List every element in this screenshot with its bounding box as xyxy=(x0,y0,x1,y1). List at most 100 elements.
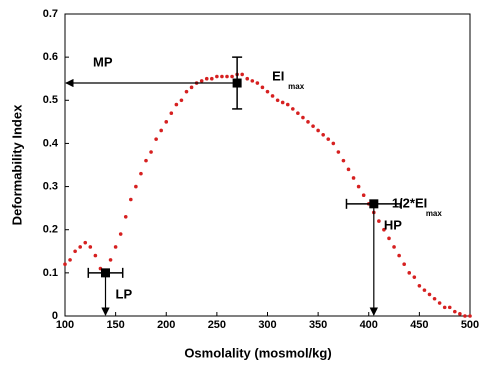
data-point xyxy=(387,236,391,241)
data-point xyxy=(63,262,67,267)
data-point xyxy=(351,176,356,180)
data-point xyxy=(468,314,472,318)
data-point xyxy=(463,314,467,318)
data-point xyxy=(230,74,234,79)
data-point xyxy=(326,137,331,141)
data-point xyxy=(204,76,209,81)
data-point xyxy=(336,150,341,154)
summary-marker xyxy=(369,199,379,209)
point-label: HP xyxy=(384,217,402,232)
data-point xyxy=(189,85,194,90)
y-tick-label: 0.3 xyxy=(43,180,58,192)
data-point xyxy=(397,253,401,258)
data-point xyxy=(392,245,396,249)
data-point xyxy=(331,141,336,146)
data-point xyxy=(417,284,422,288)
data-point xyxy=(144,158,148,163)
data-point xyxy=(118,232,123,236)
data-point xyxy=(316,128,320,133)
x-tick-label: 250 xyxy=(208,319,226,331)
data-point xyxy=(78,245,82,249)
data-point xyxy=(169,111,174,116)
data-point xyxy=(291,107,295,111)
point-label: MP xyxy=(93,54,113,69)
data-point xyxy=(113,245,118,249)
annotation-sub: max xyxy=(288,82,305,91)
x-tick-label: 150 xyxy=(106,319,124,331)
data-point xyxy=(68,258,72,262)
data-point xyxy=(422,288,427,292)
data-point xyxy=(240,72,244,77)
data-point xyxy=(159,128,163,133)
annotation-sub: max xyxy=(426,209,443,218)
data-point xyxy=(412,275,417,279)
data-point xyxy=(458,312,462,316)
data-point xyxy=(296,111,300,116)
data-point xyxy=(123,214,128,219)
data-point xyxy=(402,262,406,267)
x-tick-label: 300 xyxy=(258,319,276,331)
y-tick-label: 0.2 xyxy=(43,224,58,236)
data-point xyxy=(108,258,113,262)
x-tick-label: 200 xyxy=(157,319,175,331)
plot-frame xyxy=(64,13,471,317)
data-point xyxy=(220,74,224,79)
data-point xyxy=(311,124,315,128)
data-point xyxy=(275,98,280,103)
data-point xyxy=(346,167,351,172)
summary-marker xyxy=(232,78,242,88)
y-tick-label: 0.4 xyxy=(43,137,59,149)
data-point xyxy=(215,74,219,79)
y-axis-label: Deformability Index xyxy=(9,104,24,225)
data-point xyxy=(260,85,265,90)
x-tick-label: 350 xyxy=(309,319,327,331)
data-point xyxy=(265,89,270,94)
y-tick-label: 0.1 xyxy=(43,267,58,279)
data-point xyxy=(270,94,275,98)
x-tick-label: 500 xyxy=(461,319,479,331)
x-tick-label: 450 xyxy=(410,319,428,331)
x-tick-label: 100 xyxy=(56,319,74,331)
data-point xyxy=(321,133,325,137)
data-point xyxy=(129,197,133,202)
data-point xyxy=(382,227,386,232)
data-point xyxy=(356,184,361,189)
data-point xyxy=(88,245,93,249)
y-tick-label: 0 xyxy=(52,310,58,322)
data-point xyxy=(285,102,290,107)
data-point xyxy=(245,76,250,81)
data-point xyxy=(306,120,310,124)
data-point xyxy=(184,89,189,94)
data-point xyxy=(280,100,285,105)
data-point xyxy=(437,301,442,305)
data-point xyxy=(179,98,184,103)
data-point xyxy=(301,115,305,120)
summary-marker xyxy=(101,268,110,278)
data-point xyxy=(447,305,452,310)
data-point xyxy=(250,79,255,83)
data-point xyxy=(149,150,153,154)
data-point xyxy=(164,120,169,124)
data-point xyxy=(73,249,77,254)
data-point xyxy=(341,158,346,163)
y-tick-label: 0.5 xyxy=(43,94,58,106)
point-label: LP xyxy=(116,286,133,301)
data-point xyxy=(361,193,366,197)
data-point xyxy=(210,76,214,81)
data-point xyxy=(93,253,98,258)
x-tick-label: 400 xyxy=(360,319,378,331)
annotation: EI xyxy=(272,68,284,83)
data-point xyxy=(225,74,229,79)
data-point xyxy=(139,171,143,176)
data-point xyxy=(174,102,179,107)
data-point xyxy=(134,184,138,189)
data-point xyxy=(432,296,437,301)
data-point xyxy=(453,309,457,314)
annotation: 1/2*EI xyxy=(392,195,427,210)
data-point xyxy=(442,305,447,310)
data-point xyxy=(83,240,88,245)
data-point xyxy=(407,271,412,275)
x-axis-label: Osmolality (mosmol/kg) xyxy=(184,345,331,360)
y-tick-label: 0.6 xyxy=(43,51,58,63)
